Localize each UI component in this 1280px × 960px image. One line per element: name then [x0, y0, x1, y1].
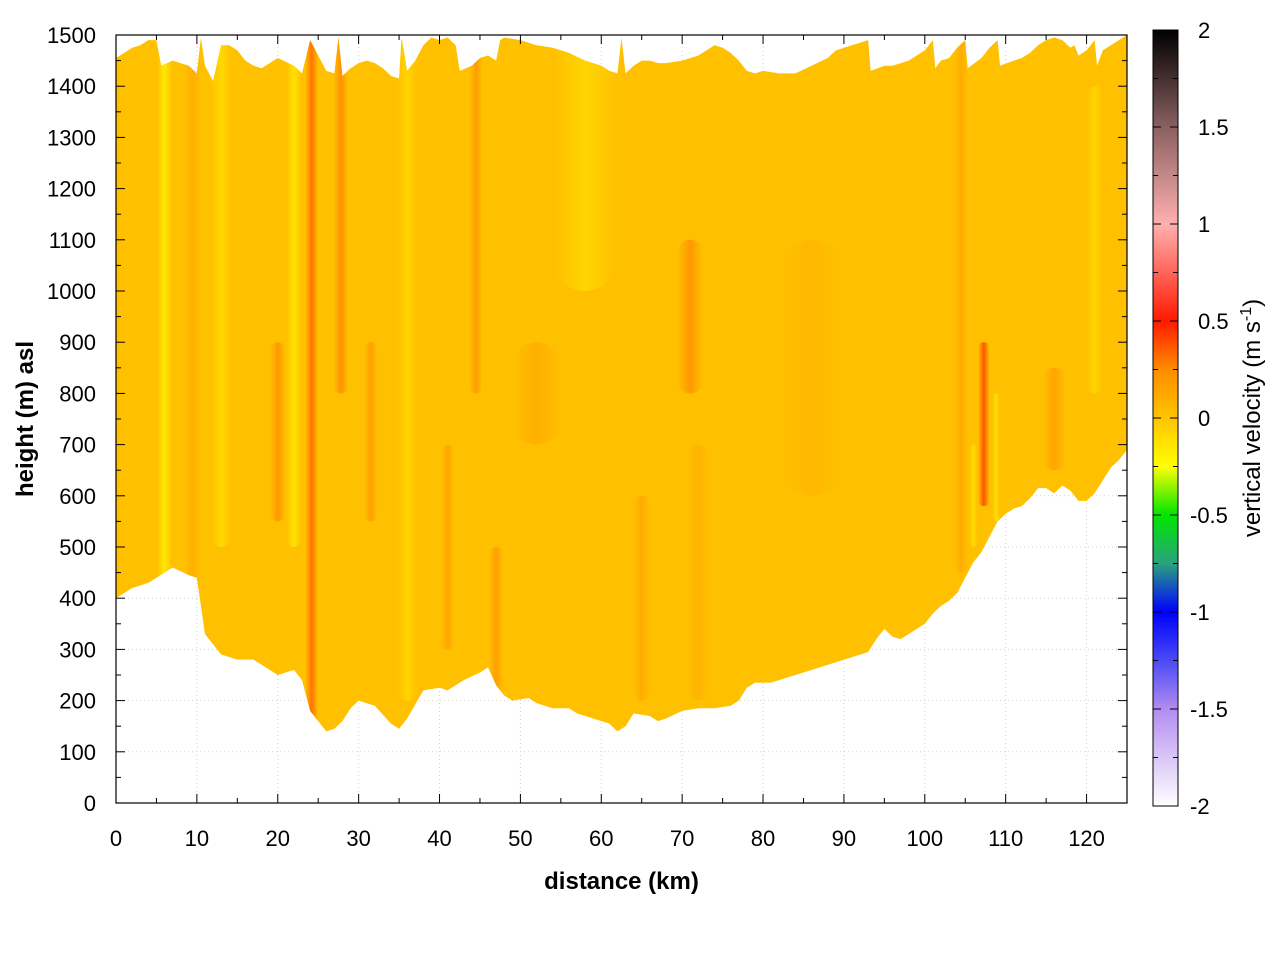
velocity-feature	[305, 35, 319, 732]
y-tick-label: 500	[59, 535, 96, 560]
velocity-feature	[270, 342, 286, 522]
y-tick-label: 700	[59, 433, 96, 458]
x-tick-label: 60	[589, 826, 613, 851]
velocity-feature	[1042, 367, 1066, 471]
velocity-feature	[687, 444, 710, 701]
velocity-feature	[469, 35, 483, 394]
colorbar-tick-labels: -2 -1.5 -1 -0.5 0 0.5 1 1.5 2	[1190, 18, 1229, 819]
x-tick-label: 70	[670, 826, 694, 851]
velocity-feature	[978, 342, 990, 507]
velocity-feature	[783, 239, 840, 496]
velocity-feature	[954, 35, 968, 573]
y-tick-label: 400	[59, 586, 96, 611]
y-tick-label: 1300	[47, 125, 96, 150]
velocity-feature	[157, 35, 172, 599]
velocity-feature	[184, 35, 201, 650]
colorbar-tick-label: 0.5	[1198, 309, 1229, 334]
x-tick-label: 80	[751, 826, 775, 851]
y-tick-label: 1500	[47, 23, 96, 48]
velocity-feature	[991, 393, 1001, 522]
colorbar-title-end: )	[1239, 299, 1266, 307]
y-tick-label: 1100	[49, 228, 96, 253]
x-tick-label: 20	[266, 826, 290, 851]
velocity-feature	[969, 444, 978, 547]
x-tick-label: 30	[346, 826, 370, 851]
colorbar-tick-label: 1	[1198, 212, 1210, 237]
y-tick-label: 1200	[47, 177, 96, 202]
y-tick-label: 100	[59, 740, 96, 765]
y-tick-label: 800	[59, 381, 96, 406]
x-tick-label: 40	[427, 826, 451, 851]
y-tick-label: 300	[59, 637, 96, 662]
x-tick-labels: 0 10 20 30 40 50 60 70 80 90 100 110 120	[110, 826, 1105, 851]
x-tick-label: 110	[988, 826, 1023, 851]
axis-ticks	[115, 34, 1127, 804]
velocity-feature	[677, 239, 704, 394]
x-tick-label: 120	[1068, 826, 1105, 851]
y-tick-label: 900	[59, 330, 96, 355]
velocity-feature	[333, 35, 349, 394]
field-background	[116, 35, 1127, 732]
velocity-feature	[633, 495, 650, 701]
y-tick-labels: 0 100 200 300 400 500 600 700 800 900 1000 1100 1200…	[47, 23, 96, 816]
velocity-feature	[512, 342, 561, 445]
velocity-feature	[488, 547, 504, 701]
colorbar-tick-label: -1.5	[1190, 697, 1228, 722]
colorbar-tick-label: -0.5	[1190, 503, 1228, 528]
colorbar-title-superscript: -1	[1238, 307, 1255, 321]
velocity-feature	[397, 35, 417, 701]
colorbar-tick-label: 2	[1198, 18, 1210, 43]
velocity-feature	[441, 444, 455, 650]
x-tick-label: 100	[906, 826, 943, 851]
y-tick-label: 1400	[47, 74, 96, 99]
y-tick-label: 1000	[47, 279, 96, 304]
velocity-feature	[364, 342, 378, 522]
x-tick-label: 50	[508, 826, 532, 851]
x-axis-title: distance (km)	[544, 868, 699, 895]
velocity-feature	[552, 35, 618, 291]
colorbar-title: vertical velocity (m s-1)	[1238, 299, 1266, 537]
colorbar-ticks	[1153, 29, 1178, 807]
velocity-feature	[210, 35, 232, 547]
colorbar-tick-label: 0	[1198, 406, 1210, 431]
x-tick-label: 10	[185, 826, 209, 851]
colorbar-tick-label: 1.5	[1198, 115, 1229, 140]
heatmap-field	[116, 35, 1127, 732]
velocity-feature	[1086, 86, 1103, 394]
y-tick-label: 600	[59, 484, 96, 509]
y-tick-label: 0	[84, 791, 96, 816]
y-axis-title: height (m) asl	[12, 341, 39, 497]
colorbar-tick-label: -2	[1190, 794, 1210, 819]
x-tick-label: 90	[832, 826, 856, 851]
velocity-feature	[286, 35, 302, 547]
colorbar-tick-label: -1	[1190, 600, 1210, 625]
colorbar-title-main: vertical velocity (m s	[1239, 321, 1266, 537]
x-tick-label: 0	[110, 826, 122, 851]
y-tick-label: 200	[59, 689, 96, 714]
